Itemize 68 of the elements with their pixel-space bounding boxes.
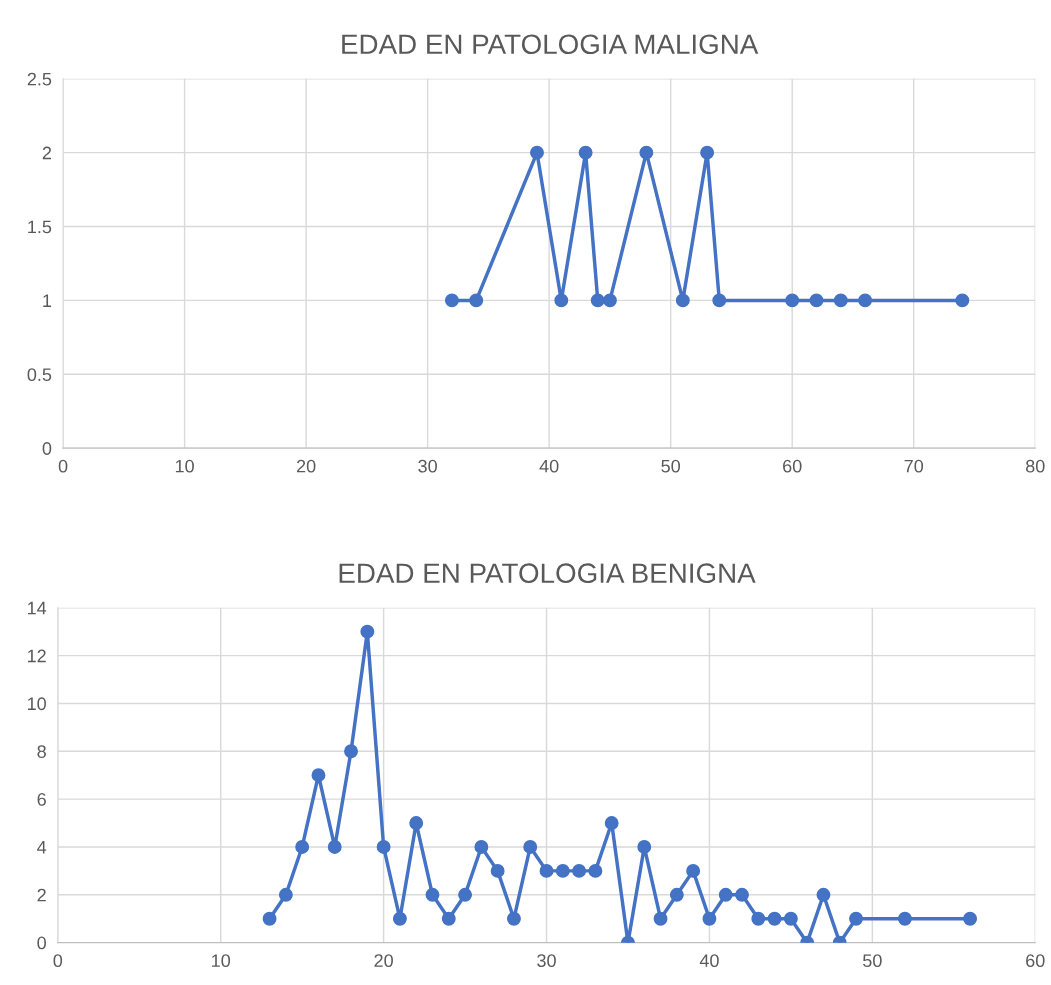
y-tick-label: 4 — [37, 841, 47, 854]
point — [523, 840, 538, 854]
x-tick-label: 0 — [53, 954, 63, 968]
point — [262, 911, 277, 926]
x-tick-label: 80 — [1025, 459, 1045, 473]
point — [555, 863, 570, 878]
point — [474, 840, 489, 854]
point — [751, 911, 766, 926]
y-tick-label: 1.5 — [28, 220, 52, 234]
x-tick-label: 60 — [783, 459, 802, 473]
point — [360, 624, 375, 639]
point — [490, 863, 505, 878]
point — [376, 840, 391, 854]
point — [278, 887, 293, 902]
y-tick-label: 2 — [42, 146, 52, 160]
x-tick-label: 40 — [539, 459, 559, 473]
y-tick-label: 14 — [27, 601, 47, 615]
point — [392, 911, 407, 926]
x-tick-label: 30 — [418, 459, 437, 473]
point — [718, 887, 733, 902]
y-tick-label: 2 — [37, 888, 46, 902]
point — [963, 911, 978, 926]
point — [637, 840, 652, 854]
x-tick-label: 40 — [699, 954, 719, 968]
point — [669, 887, 684, 902]
point — [441, 911, 456, 926]
x-tick-label: 50 — [863, 954, 882, 968]
y-tick-label: 8 — [37, 745, 46, 758]
point — [344, 744, 358, 759]
point — [506, 911, 521, 926]
y-tick-label: 10 — [27, 697, 46, 711]
x-tick-label: 50 — [661, 459, 681, 473]
y-tick-label: 0.5 — [27, 368, 52, 382]
x-tick-label: 0 — [58, 459, 68, 473]
point — [588, 863, 603, 878]
chart-title: EDAD EN PATOLOGIA MALIGNA — [342, 34, 759, 55]
point — [572, 863, 587, 878]
point — [783, 911, 798, 926]
point — [604, 816, 619, 830]
y-tick-label: 1 — [43, 294, 52, 307]
y-tick-label: 6 — [37, 793, 46, 806]
point — [425, 887, 440, 902]
y-tick-label: 12 — [27, 649, 46, 663]
x-tick-label: 30 — [537, 954, 556, 968]
y-tick-label: 0 — [37, 936, 46, 950]
x-tick-label: 10 — [175, 459, 194, 473]
x-tick-label: 60 — [1026, 954, 1045, 968]
point — [653, 911, 668, 926]
point — [327, 840, 342, 854]
point — [686, 863, 701, 878]
point — [311, 768, 326, 783]
x-tick-label: 70 — [904, 459, 924, 473]
point — [702, 911, 717, 926]
y-tick-label: 2.5 — [27, 72, 52, 86]
x-tick-label: 20 — [374, 954, 393, 968]
point — [295, 840, 310, 854]
y-tick-label: 0 — [42, 442, 52, 455]
point — [458, 887, 473, 902]
point — [767, 911, 782, 926]
chart-title: EDAD EN PATOLOGIA BENIGNA — [339, 563, 756, 584]
point — [735, 887, 749, 902]
point — [849, 911, 863, 926]
point — [816, 887, 831, 902]
x-tick-label: 10 — [212, 954, 231, 968]
x-tick-label: 20 — [296, 459, 316, 473]
point — [539, 863, 554, 878]
point — [409, 816, 424, 830]
point — [897, 911, 912, 926]
